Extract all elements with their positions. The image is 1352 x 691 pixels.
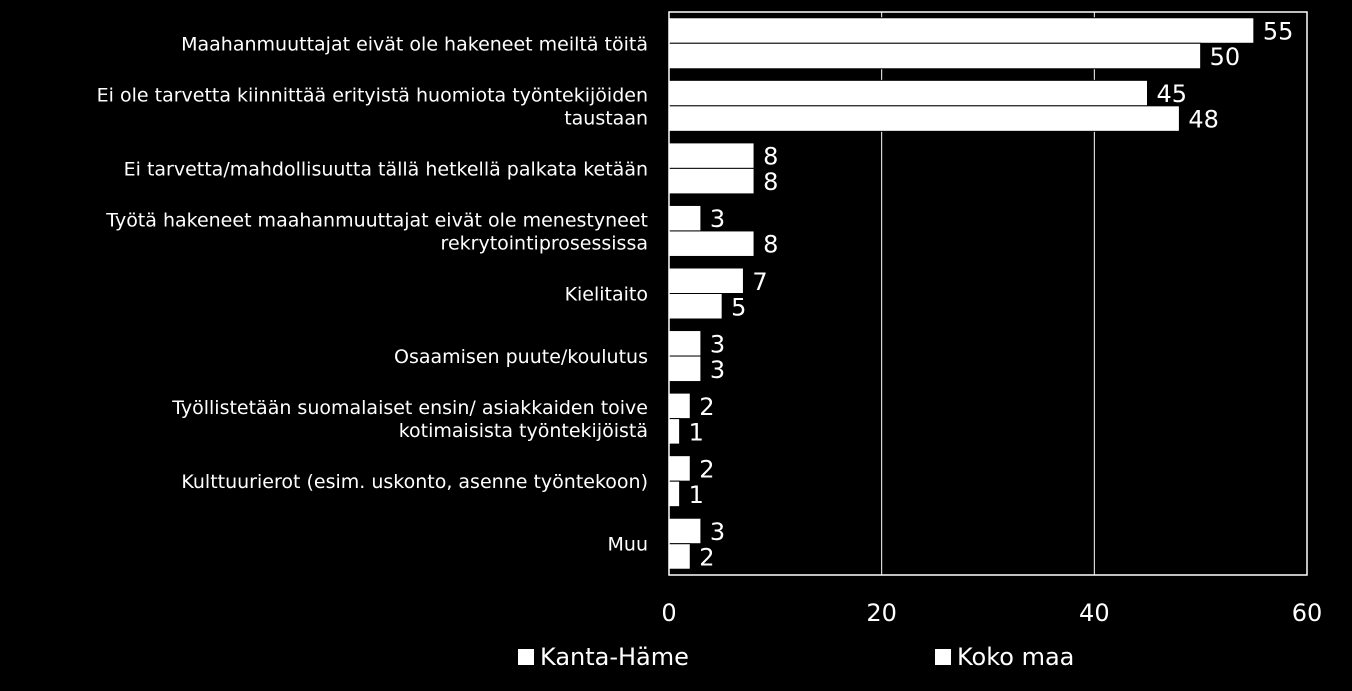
bar-koko-maa xyxy=(668,480,681,508)
legend-label-koko-maa: Koko maa xyxy=(957,643,1075,671)
category-label: Kielitaito xyxy=(565,284,648,306)
value-label: 8 xyxy=(763,143,778,171)
value-label: 48 xyxy=(1188,106,1219,134)
bar-koko-maa xyxy=(668,230,755,257)
value-label: 8 xyxy=(763,168,778,196)
category-label: Ei tarvetta/mahdollisuutta tällä hetkell… xyxy=(124,158,648,180)
legend-item-kanta-hame: Kanta-Häme xyxy=(518,640,689,674)
x-tick-label: 60 xyxy=(1292,599,1323,627)
legend-swatch-koko-maa xyxy=(935,649,951,665)
bar-kanta-hame xyxy=(668,392,691,420)
bar-kanta-hame xyxy=(668,267,744,294)
bar-kanta-hame xyxy=(668,517,702,545)
value-label: 3 xyxy=(710,205,725,233)
value-label: 45 xyxy=(1157,80,1188,108)
legend-item-koko-maa: Koko maa xyxy=(935,640,1074,674)
category-label: Muu xyxy=(608,534,648,556)
value-label: 1 xyxy=(689,418,704,446)
value-label: 50 xyxy=(1210,43,1241,71)
value-label: 2 xyxy=(699,455,714,483)
bar-koko-maa xyxy=(668,293,723,320)
bar-kanta-hame xyxy=(668,142,755,169)
bar-koko-maa xyxy=(668,543,691,570)
bar-kanta-hame xyxy=(668,330,702,357)
value-label: 2 xyxy=(699,543,714,571)
bar-kanta-hame xyxy=(668,204,702,232)
bar-koko-maa xyxy=(668,105,1180,132)
x-tick-label: 20 xyxy=(866,599,897,627)
x-tick-label: 0 xyxy=(661,599,676,627)
category-label: Kulttuurierot (esim. uskonto, asenne työ… xyxy=(181,471,648,493)
bar-kanta-hame xyxy=(668,455,691,482)
bar-koko-maa xyxy=(668,42,1202,70)
bar-koko-maa xyxy=(668,355,702,383)
legend-swatch-kanta-hame xyxy=(518,649,534,665)
x-tick-label: 40 xyxy=(1079,599,1110,627)
value-label: 3 xyxy=(710,356,725,384)
value-label: 5 xyxy=(731,293,746,321)
bar-kanta-hame xyxy=(668,17,1255,44)
value-label: 1 xyxy=(689,481,704,509)
bar-koko-maa xyxy=(668,418,681,445)
value-label: 55 xyxy=(1263,18,1294,46)
category-label: Työllistetään suomalaiset ensin/ asiakka… xyxy=(171,397,648,442)
category-label: Maahanmuuttajat eivät ole hakeneet meilt… xyxy=(181,33,648,55)
category-label: Ei ole tarvetta kiinnittää erityistä huo… xyxy=(97,84,648,129)
plot-frame xyxy=(668,11,1308,576)
legend-label-kanta-hame: Kanta-Häme xyxy=(540,643,689,671)
category-label: Osaamisen puute/koulutus xyxy=(394,346,648,368)
x-tick-labels: 0 20 40 60 xyxy=(661,599,1322,627)
category-labels: Maahanmuuttajat eivät ole hakeneet meilt… xyxy=(97,33,648,555)
value-label: 2 xyxy=(699,393,714,421)
bar-kanta-hame xyxy=(668,79,1148,107)
bar-koko-maa xyxy=(668,167,755,195)
bars xyxy=(668,17,1255,570)
value-label: 3 xyxy=(710,330,725,358)
value-label: 8 xyxy=(763,231,778,259)
value-label: 3 xyxy=(710,518,725,546)
value-label: 7 xyxy=(752,268,767,296)
category-label: Työtä hakeneet maahanmuuttajat eivät ole… xyxy=(105,209,648,254)
